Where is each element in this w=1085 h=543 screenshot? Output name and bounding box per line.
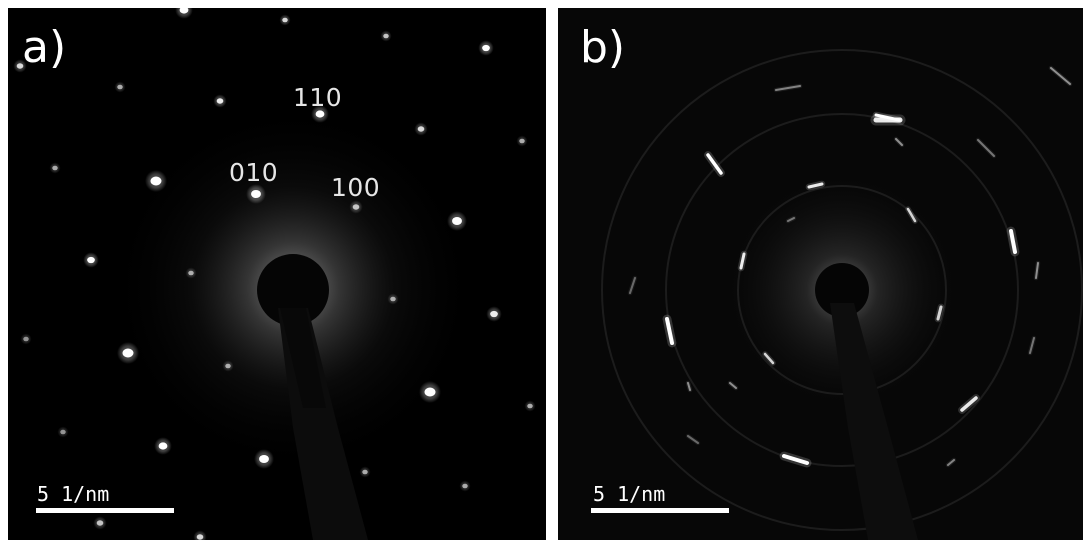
diffraction-spot: [23, 336, 29, 342]
beam-stop: [815, 263, 918, 540]
diffraction-spot: [490, 310, 498, 318]
diffraction-spot: [251, 189, 261, 199]
panel-label: b): [580, 22, 626, 73]
diffraction-spot: [259, 454, 269, 464]
scale-bar: [591, 508, 729, 513]
diffraction-arc: [895, 138, 903, 146]
diffraction-spot: [122, 348, 134, 358]
diffraction-arc-glow: [685, 433, 701, 446]
diffraction-spot: [96, 520, 104, 526]
miller-index-label-010: 010: [229, 158, 279, 187]
panel-label: a): [22, 22, 67, 73]
scale-bar-label: 5 1/nm: [37, 482, 110, 506]
diffraction-spot: [196, 534, 204, 540]
diffraction-arc: [665, 317, 674, 345]
diffraction-arc: [906, 207, 917, 223]
diffraction-arc: [977, 139, 995, 157]
diffraction-rings: [601, 49, 1083, 531]
diffraction-spot: [158, 442, 168, 450]
diffraction-spot: [362, 469, 368, 475]
diffraction-spot: [282, 17, 288, 23]
beam-stop: [257, 254, 368, 540]
diffraction-spot: [216, 98, 224, 104]
diffraction-spot: [462, 483, 468, 489]
diffraction-arc: [687, 435, 699, 444]
diffraction-panel-a: a) 110 010 100 5 1/nm: [8, 8, 546, 540]
diffraction-arc: [775, 85, 801, 91]
diffraction-spot: [60, 429, 66, 435]
diffraction-spot: [179, 8, 189, 14]
ring-pattern-image: [558, 8, 1083, 540]
diffraction-arc: [739, 252, 746, 270]
diffraction-arc: [706, 153, 723, 175]
diffraction-arc: [947, 459, 955, 466]
diffraction-arc: [807, 182, 824, 189]
diffraction-arc: [960, 396, 978, 412]
miller-index-label-100: 100: [331, 173, 381, 202]
diffraction-spot: [52, 165, 58, 171]
diffraction-arc: [936, 305, 943, 321]
diffraction-arc: [782, 454, 809, 465]
diffraction-spots: [13, 8, 536, 540]
diffraction-spot: [225, 363, 231, 369]
diffraction-spot: [390, 296, 396, 302]
diffraction-arc-glow: [785, 215, 797, 224]
diffraction-arc: [763, 352, 775, 365]
diffraction-spot: [383, 33, 389, 39]
diffraction-spot: [16, 63, 24, 69]
diffraction-spot: [519, 138, 525, 144]
diffraction-arc: [1029, 337, 1035, 354]
diffraction-spot: [452, 216, 462, 226]
spot-pattern-image: [8, 8, 546, 540]
diffraction-arcs: [627, 65, 1073, 468]
scale-bar-label: 5 1/nm: [593, 482, 666, 506]
diffraction-arc: [729, 382, 737, 389]
diffraction-spot: [424, 387, 436, 397]
diffraction-spot: [188, 270, 194, 276]
diffraction-arc-glow: [945, 457, 957, 468]
diffraction-arc: [1009, 229, 1017, 254]
miller-index-label-110: 110: [293, 83, 343, 112]
diffraction-panel-b: b) 5 1/nm: [558, 8, 1083, 540]
diffraction-spot: [482, 44, 490, 52]
diffraction-arc-glow: [1027, 335, 1037, 356]
scale-bar: [36, 508, 174, 513]
diffraction-arc: [629, 277, 636, 294]
diffraction-arc: [687, 382, 691, 391]
diffraction-spot: [117, 84, 123, 90]
diffraction-arc-glow: [773, 83, 803, 93]
diffraction-spot: [150, 176, 162, 186]
diffraction-arc: [1050, 67, 1071, 85]
diffraction-spot: [352, 204, 360, 210]
diffraction-spot: [527, 403, 533, 409]
diffraction-spot: [417, 126, 425, 132]
diffraction-arc: [787, 217, 795, 222]
diffraction-spot: [87, 256, 95, 264]
diffraction-arc: [1035, 262, 1039, 279]
diffraction-arc-glow: [627, 275, 638, 296]
diffraction-arc-glow: [975, 137, 997, 159]
diffraction-spot: [315, 110, 325, 118]
